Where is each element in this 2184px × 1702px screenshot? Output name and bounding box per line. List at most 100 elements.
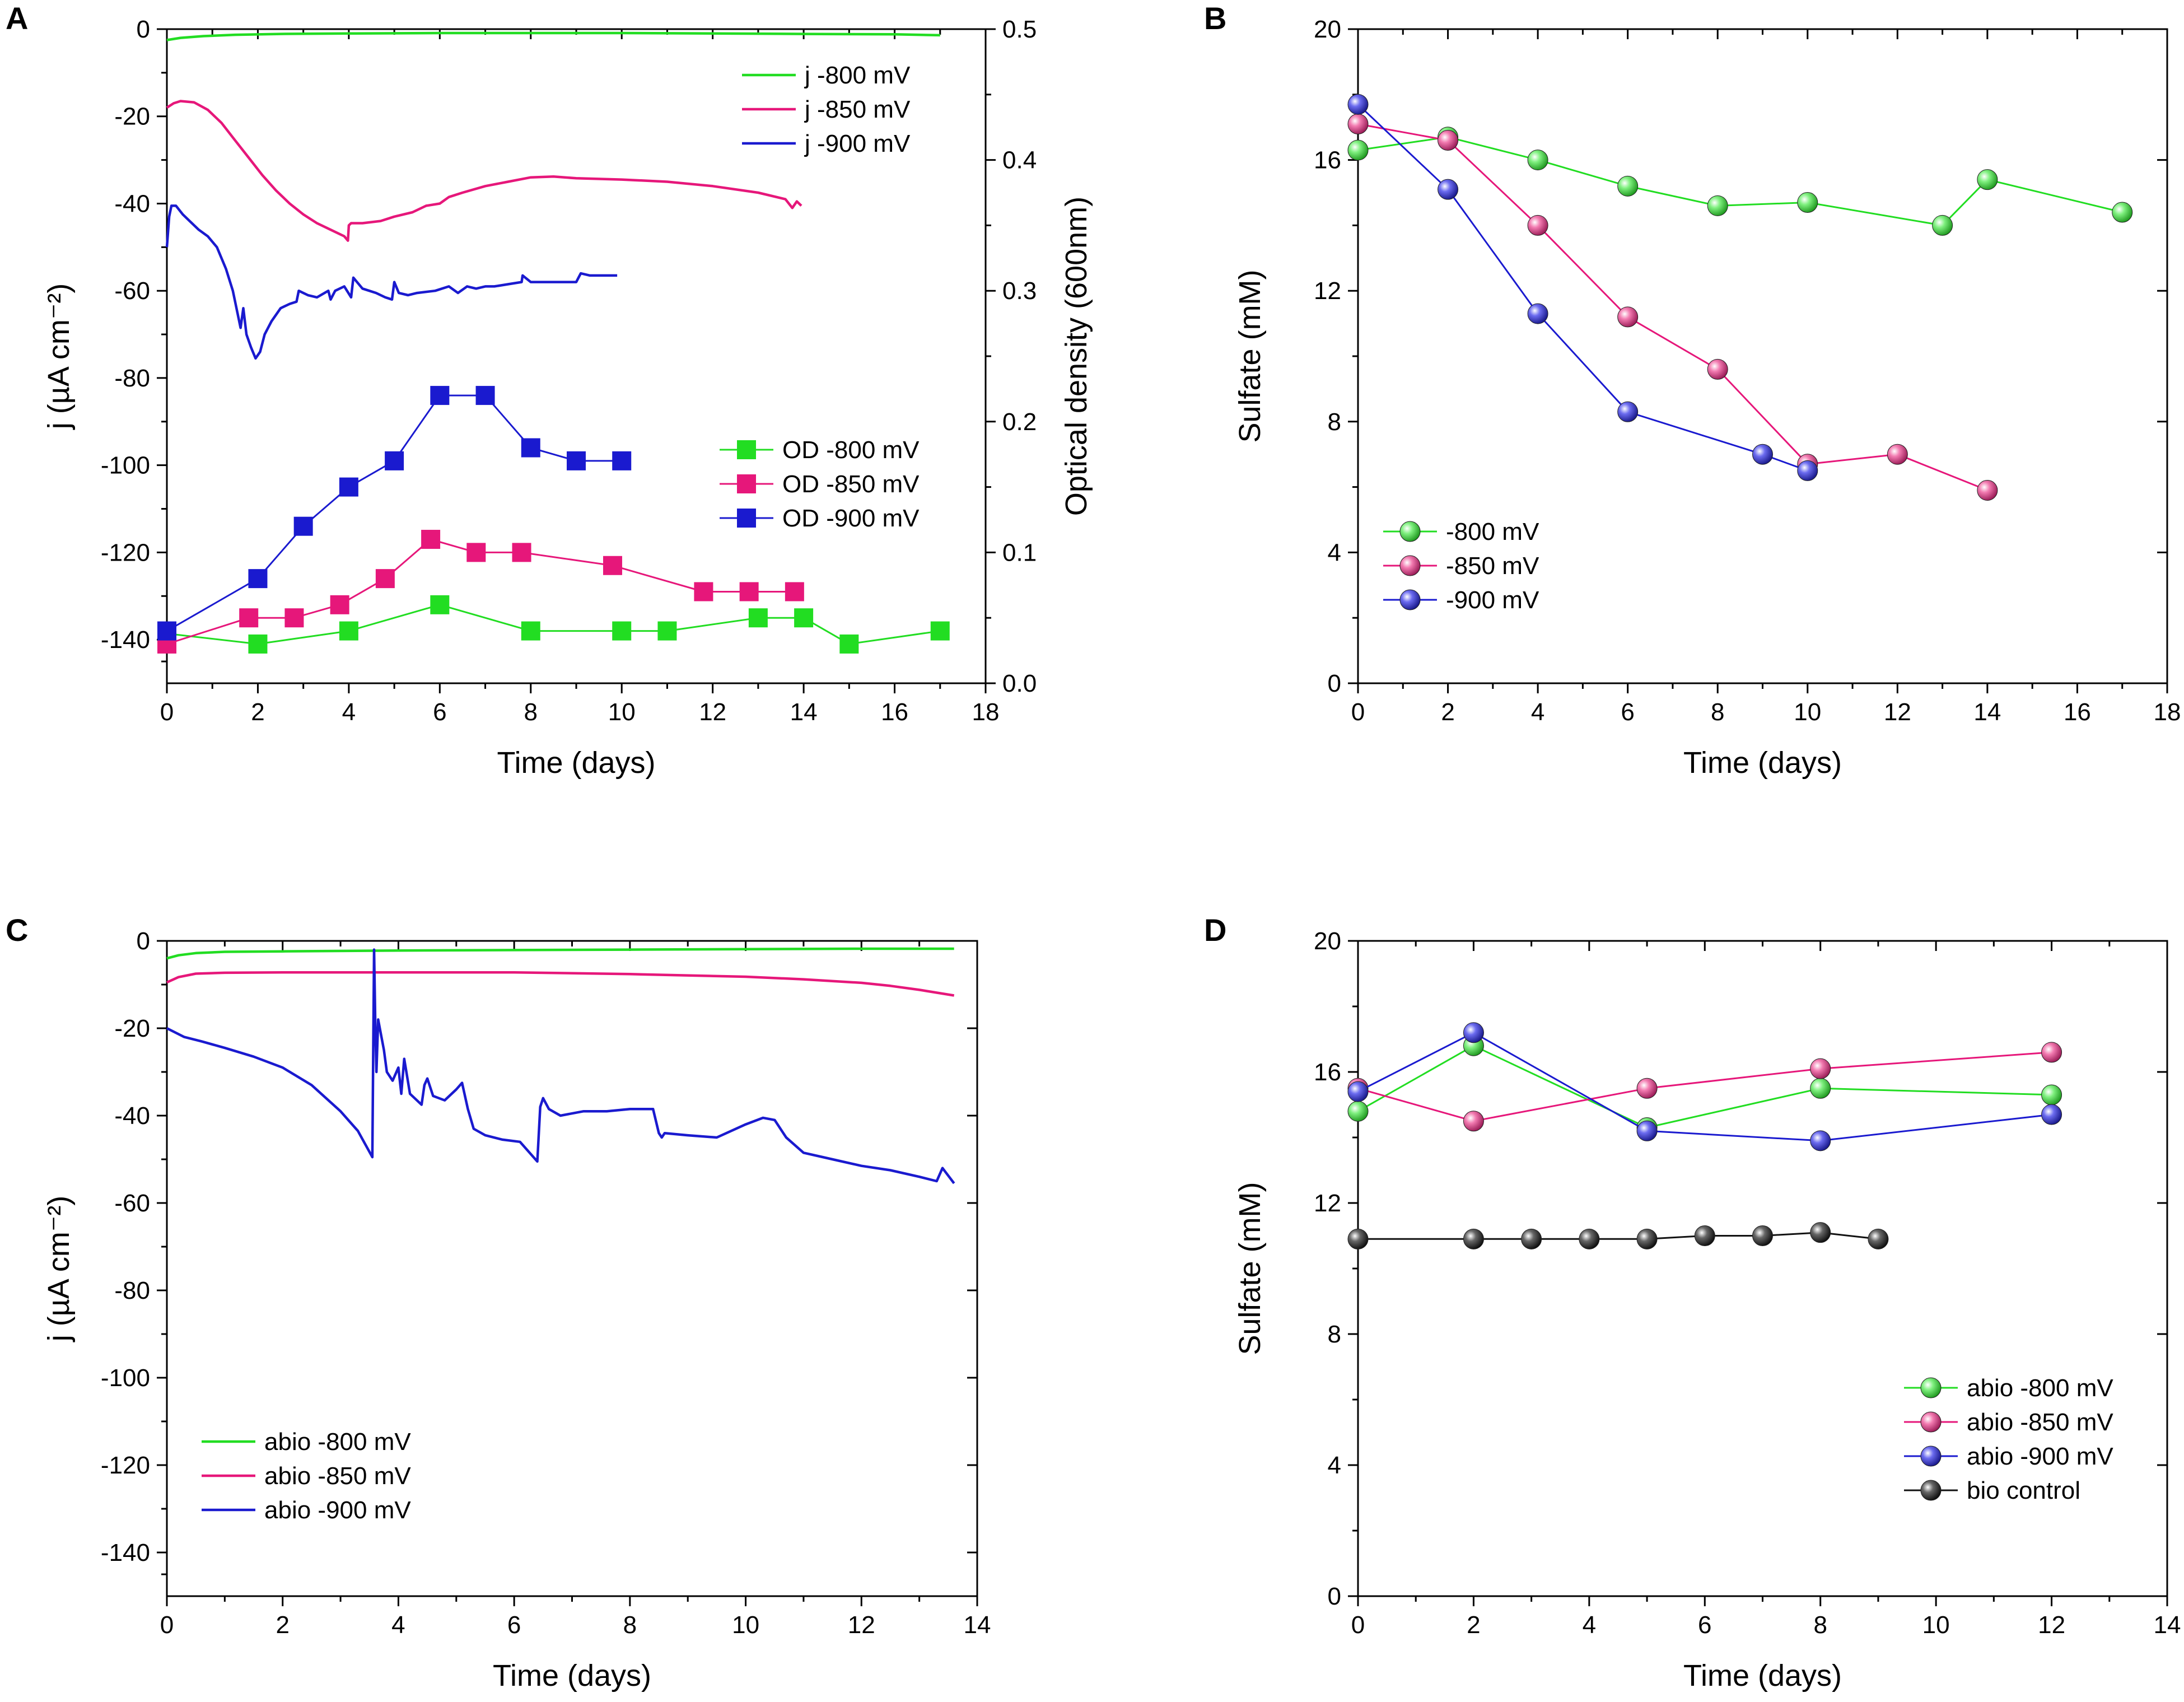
data-point-od-800-mv	[339, 621, 358, 641]
panel-c-legend: abio -800 mV abio -850 mV abio -900 mV	[202, 1428, 411, 1524]
x-tick-label: 0	[1351, 1611, 1365, 1639]
x-tick-label: 18	[2154, 698, 2181, 726]
x-tick-label: 4	[1583, 1611, 1596, 1639]
x-tick-label: 6	[1621, 698, 1634, 726]
x-tick-label: 2	[251, 698, 264, 726]
data-point-abio-900-mv	[1810, 1130, 1831, 1151]
x-tick-label: 6	[507, 1611, 521, 1639]
x-tick-label: 2	[1467, 1611, 1480, 1639]
x-tick-label: 6	[1698, 1611, 1711, 1639]
y-tick-label: -100	[101, 1364, 150, 1392]
data-point-od-850-mv	[421, 530, 441, 549]
x-tick-label: 2	[276, 1611, 289, 1639]
x-tick-label: 8	[1813, 1611, 1827, 1639]
data-point-850-mv	[1347, 113, 1369, 134]
series-line-j-850-mv	[166, 100, 802, 242]
x-tick-label: 8	[623, 1611, 637, 1639]
legend-marker-od-800-mv	[737, 440, 756, 459]
x-tick-label: 12	[2038, 1611, 2065, 1639]
x-tick-label: 10	[732, 1611, 759, 1639]
x-tick-label: 8	[524, 698, 538, 726]
x-tick-label: 16	[881, 698, 908, 726]
data-point-abio-900-mv	[1463, 1022, 1484, 1043]
panel-label-d: D	[1204, 912, 1226, 948]
legend-label-abio-900-mv: abio -900 mV	[264, 1496, 411, 1524]
data-point-od-850-mv	[330, 595, 349, 614]
y-tick-label: 12	[1314, 277, 1341, 305]
y-axis-label: j (µA cm⁻²)	[42, 283, 76, 431]
data-point-abio-800-mv	[2041, 1084, 2062, 1106]
legend-label-850-mv: -850 mV	[1446, 552, 1539, 580]
data-point-bio-control	[1810, 1222, 1831, 1243]
data-point-900-mv	[1527, 303, 1548, 324]
legend-marker-abio-900-mv	[1920, 1445, 1942, 1467]
panel-a: A 0 2 4 6 8 10 12 14 16 18 -140 -120 -100 -80 -60 -40 -2…	[6, 1, 1093, 780]
legend-label-j-850-mv: j -850 mV	[804, 96, 911, 123]
y-tick-label: -60	[114, 1190, 150, 1217]
series-line-j-800-mv	[166, 31, 940, 41]
legend-label-abio-850-mv: abio -850 mV	[1967, 1409, 2113, 1436]
data-point-od-850-mv	[739, 582, 759, 601]
data-point-od-900-mv	[339, 477, 358, 497]
panel-a-legend: j -800 mV j -850 mV j -900 mV OD -800 mV OD …	[720, 62, 920, 532]
x-axis-label: Time (days)	[1683, 746, 1842, 780]
panel-d-axes: 0 2 4 6 8 10 12 14 0 4 8 12 16 20 Time (days) Sulfate (…	[1233, 927, 2181, 1692]
data-point-900-mv	[1438, 179, 1459, 200]
y2-tick-label: 0.0	[1002, 670, 1037, 697]
panel-b-axes: 0 2 4 6 8 10 12 14 16 18 0 4 8 12 16 20 Time (days) Sulfa…	[1233, 16, 2181, 780]
y2-tick-label: 0.2	[1002, 408, 1037, 436]
data-point-od-800-mv	[521, 621, 540, 641]
y-tick-label: -140	[101, 626, 150, 654]
legend-marker-bio-control	[1920, 1480, 1942, 1501]
data-point-od-900-mv	[385, 451, 404, 470]
x-tick-label: 10	[608, 698, 636, 726]
data-point-850-mv	[1438, 130, 1459, 151]
x-tick-label: 8	[1711, 698, 1724, 726]
y2-axis-label: Optical density (600nm)	[1060, 197, 1093, 516]
data-point-od-850-mv	[694, 582, 713, 601]
data-point-abio-900-mv	[1636, 1120, 1658, 1141]
legend-label-j-900-mv: j -900 mV	[804, 130, 911, 157]
x-tick-label: 4	[1531, 698, 1544, 726]
x-tick-label: 12	[699, 698, 726, 726]
panel-a-axes: 0 2 4 6 8 10 12 14 16 18 -140 -120 -100 -80 -60 -40 -20 0…	[42, 16, 1093, 780]
x-tick-label: 6	[433, 698, 446, 726]
panel-c-series	[166, 947, 955, 1185]
data-point-od-800-mv	[430, 595, 450, 614]
x-tick-label: 4	[342, 698, 356, 726]
x-tick-label: 18	[972, 698, 1000, 726]
data-point-900-mv	[1347, 94, 1369, 115]
data-point-800-mv	[1617, 175, 1639, 197]
data-point-abio-800-mv	[1810, 1078, 1831, 1099]
y-tick-label: -40	[114, 190, 150, 217]
panel-b-legend: -800 mV -850 mV -900 mV	[1383, 518, 1539, 614]
series-line-900-mv	[1357, 104, 1808, 472]
y-tick-label: 8	[1328, 1321, 1341, 1348]
data-point-850-mv	[1977, 479, 1998, 501]
y-tick-label: 0	[1328, 1583, 1341, 1610]
legend-marker-850-mv	[1399, 555, 1421, 576]
data-point-od-800-mv	[930, 621, 950, 641]
data-point-bio-control	[1347, 1228, 1369, 1249]
panel-label-a: A	[6, 1, 28, 36]
x-axis-label: Time (days)	[493, 1659, 651, 1692]
y-tick-label: -20	[114, 1015, 150, 1042]
y-tick-label: -60	[114, 277, 150, 305]
data-point-od-850-mv	[603, 556, 622, 575]
y-axis-label: Sulfate (mM)	[1233, 269, 1267, 442]
legend-marker-od-900-mv	[737, 509, 756, 528]
x-tick-label: 0	[160, 1611, 174, 1639]
data-point-bio-control	[1868, 1228, 1889, 1249]
data-point-800-mv	[2112, 202, 2133, 223]
data-point-bio-control	[1579, 1228, 1600, 1249]
data-point-850-mv	[1617, 306, 1639, 328]
legend-marker-900-mv	[1399, 589, 1421, 610]
data-point-od-900-mv	[430, 386, 450, 405]
y-tick-label: 20	[1314, 927, 1341, 955]
panel-d-legend: abio -800 mV abio -850 mV abio -900 mV bio …	[1904, 1374, 2113, 1504]
series-line-abio-900-mv	[166, 948, 955, 1185]
y-axis-label: j (µA cm⁻²)	[42, 1196, 76, 1343]
x-tick-label: 12	[1884, 698, 1911, 726]
x-axis-label: Time (days)	[1683, 1659, 1842, 1692]
